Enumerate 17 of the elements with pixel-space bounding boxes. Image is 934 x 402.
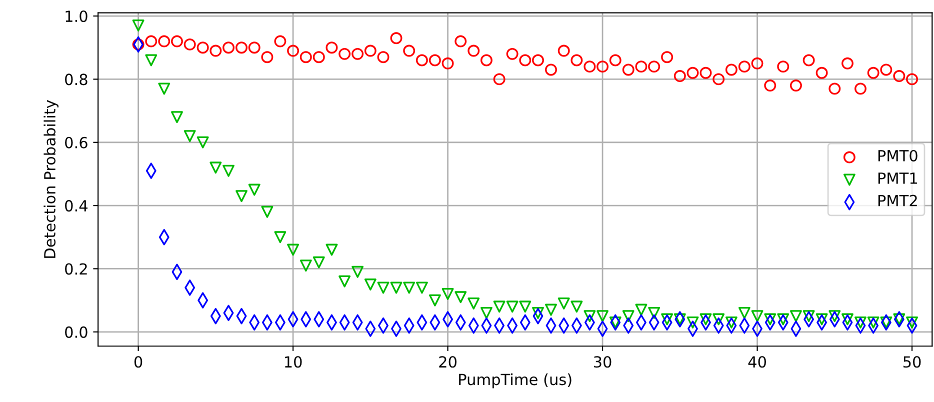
x-tick-label: 10 (285, 356, 302, 368)
y-tick-label: 0.0 (65, 326, 88, 338)
x-tick-label: 40 (748, 356, 766, 368)
x-tick-label: 30 (594, 356, 612, 368)
x-tick-label: 0 (134, 356, 142, 368)
x-tick-label: 50 (903, 356, 921, 368)
y-tick-label: 0.2 (65, 263, 87, 275)
y-tick-label: 0.4 (65, 200, 88, 212)
y-tick-label: 0.6 (65, 136, 88, 148)
legend-label: PMT0 (878, 150, 918, 162)
legend-label: PMT2 (878, 194, 917, 206)
x-axis-title: PumpTime (us) (459, 373, 572, 388)
y-axis-title: Detection Probability (44, 100, 58, 258)
x-tick-label: 20 (439, 356, 456, 368)
y-tick-label: 0.8 (65, 74, 88, 86)
y-tick-label: 1.0 (66, 10, 88, 22)
legend-label: PMT1 (878, 172, 917, 184)
